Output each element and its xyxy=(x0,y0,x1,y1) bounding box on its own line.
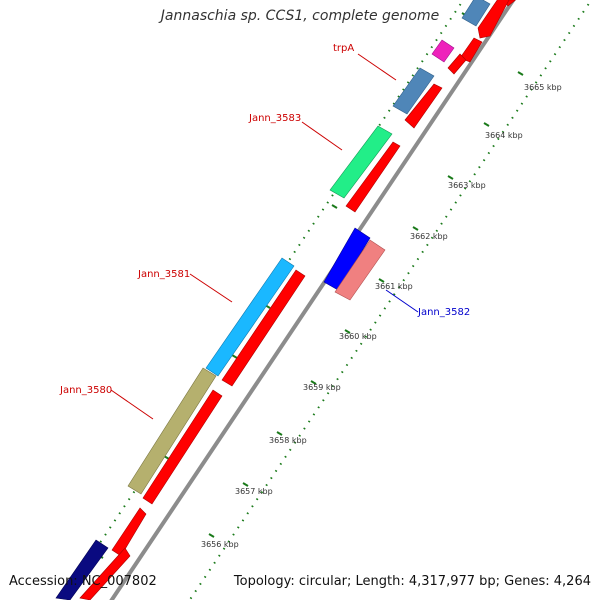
gene-label-jann3582: Jann_3582 xyxy=(417,307,470,318)
inner-major-ticks xyxy=(208,71,524,538)
gene-labels: trpA Jann_3583 Jann_3581 Jann_3580 Jann_… xyxy=(59,43,470,396)
kbp-label: 3656 kbp xyxy=(201,540,239,549)
genome-summary-text: Topology: circular; Length: 4,317,977 bp… xyxy=(233,574,591,589)
accession-text: Accession: NC_007802 xyxy=(9,574,157,589)
gene-label-trpa: trpA xyxy=(333,43,354,54)
gene-jann3581 xyxy=(205,257,295,377)
kbp-label: 3659 kbp xyxy=(303,383,341,392)
kbp-label: 3657 kbp xyxy=(235,487,273,496)
gene-track xyxy=(55,0,491,600)
gene-label-jann3583: Jann_3583 xyxy=(248,113,301,124)
gene-jann3583 xyxy=(329,125,393,199)
scale-labels: 3656 kbp 3657 kbp 3658 kbp 3659 kbp 3660… xyxy=(201,83,562,549)
inner-tick-track xyxy=(188,0,593,600)
kbp-label: 3658 kbp xyxy=(269,436,307,445)
kbp-label: 3664 kbp xyxy=(485,131,523,140)
gene-jann3582 xyxy=(334,239,386,301)
leader-lines xyxy=(110,53,419,420)
gene-magenta xyxy=(431,39,455,63)
gene-label-jann3581: Jann_3581 xyxy=(137,269,190,280)
cds-track xyxy=(79,0,516,600)
kbp-label: 3663 kbp xyxy=(448,181,486,190)
outer-tick-track xyxy=(60,0,465,600)
genome-backbone xyxy=(109,0,516,600)
gene-jann3580 xyxy=(127,367,217,495)
kbp-label: 3665 kbp xyxy=(524,83,562,92)
gene-navy xyxy=(55,539,109,600)
gene-steelblue xyxy=(461,0,491,27)
kbp-label: 3662 kbp xyxy=(410,232,448,241)
gene-label-jann3580: Jann_3580 xyxy=(59,385,112,396)
gene-steelblue-2 xyxy=(392,67,435,115)
kbp-label: 3660 kbp xyxy=(339,332,377,341)
page-title: Jannaschia sp. CCS1, complete genome xyxy=(160,8,440,24)
kbp-label: 3661 kbp xyxy=(375,282,413,291)
reverse-gene-track xyxy=(323,227,386,301)
gene-blue xyxy=(323,227,371,291)
